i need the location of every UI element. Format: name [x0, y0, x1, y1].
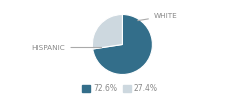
Wedge shape [93, 14, 152, 74]
Text: WHITE: WHITE [138, 13, 178, 21]
Legend: 72.6%, 27.4%: 72.6%, 27.4% [79, 81, 161, 96]
Wedge shape [92, 14, 122, 49]
Text: HISPANIC: HISPANIC [32, 44, 102, 50]
